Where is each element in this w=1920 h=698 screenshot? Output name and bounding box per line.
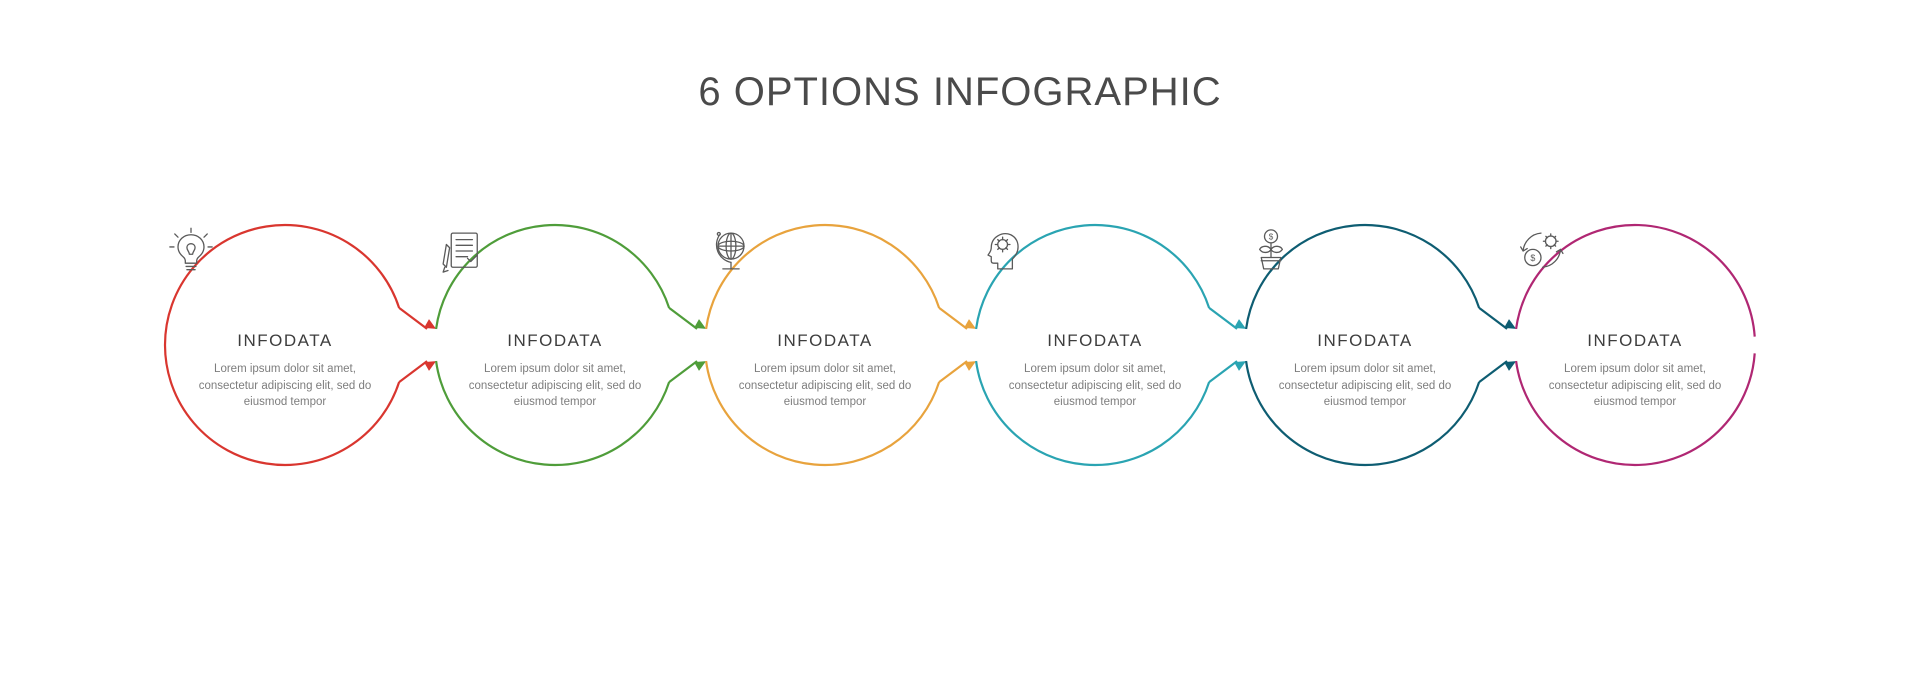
option-heading: INFODATA	[507, 331, 602, 351]
head-gear-icon	[1065, 253, 1125, 313]
money-cycle-icon: $	[1605, 253, 1665, 313]
option-node: $ INFODATA Lorem ipsum dolor sit amet, co…	[1515, 225, 1755, 465]
checklist-icon	[525, 253, 585, 313]
option-body: Lorem ipsum dolor sit amet, consectetur …	[468, 361, 643, 411]
page-title: 6 OPTIONS INFOGRAPHIC	[698, 70, 1221, 115]
option-node: $ INFODATA Lorem ipsum dolor sit amet, co…	[1245, 225, 1485, 465]
option-heading: INFODATA	[777, 331, 872, 351]
option-body: Lorem ipsum dolor sit amet, consectetur …	[738, 361, 913, 411]
option-heading: INFODATA	[1317, 331, 1412, 351]
option-heading: INFODATA	[1587, 331, 1682, 351]
option-heading: INFODATA	[237, 331, 332, 351]
option-body: Lorem ipsum dolor sit amet, consectetur …	[1548, 361, 1723, 411]
lightbulb-icon	[255, 253, 315, 313]
svg-text:$: $	[1530, 253, 1535, 263]
option-heading: INFODATA	[1047, 331, 1142, 351]
option-body: Lorem ipsum dolor sit amet, consectetur …	[1008, 361, 1183, 411]
globe-icon	[795, 253, 855, 313]
money-plant-icon: $	[1335, 253, 1395, 313]
infographic-stage: INFODATA Lorem ipsum dolor sit amet, cons…	[150, 185, 1770, 505]
option-node: INFODATA Lorem ipsum dolor sit amet, cons…	[165, 225, 405, 465]
option-node: INFODATA Lorem ipsum dolor sit amet, cons…	[435, 225, 675, 465]
option-node: INFODATA Lorem ipsum dolor sit amet, cons…	[975, 225, 1215, 465]
option-body: Lorem ipsum dolor sit amet, consectetur …	[1278, 361, 1453, 411]
option-node: INFODATA Lorem ipsum dolor sit amet, cons…	[705, 225, 945, 465]
svg-text:$: $	[1269, 233, 1274, 242]
option-body: Lorem ipsum dolor sit amet, consectetur …	[198, 361, 373, 411]
